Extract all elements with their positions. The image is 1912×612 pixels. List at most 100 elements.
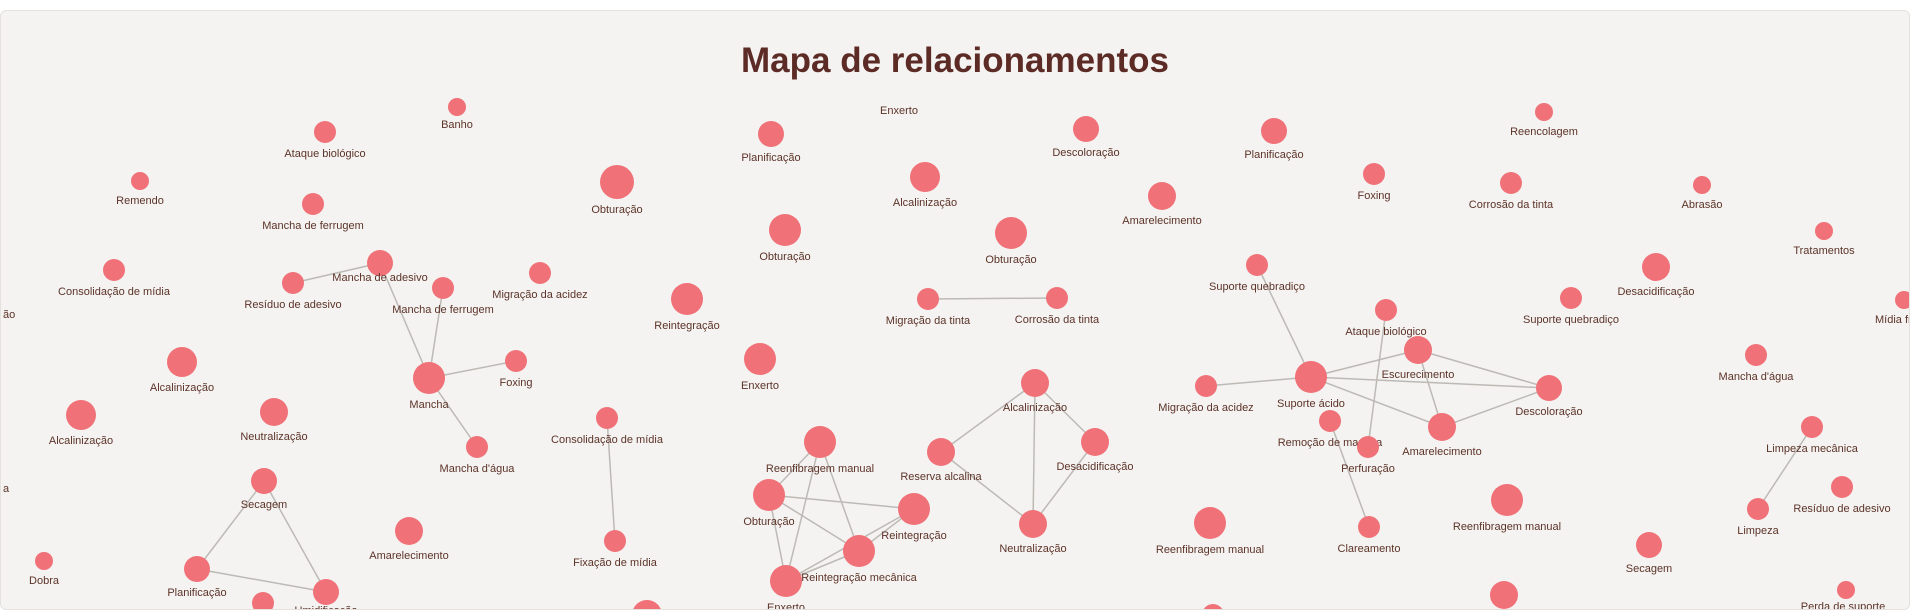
node-migacidez1[interactable]: Migração da acidez: [492, 262, 588, 301]
node-escurec[interactable]: Escurecimento: [1382, 336, 1455, 381]
node-circle[interactable]: [184, 556, 210, 582]
node-alcal4[interactable]: Alcalinização: [1003, 369, 1067, 414]
node-circle[interactable]: [1073, 116, 1099, 142]
node-reencol[interactable]: Reencolagem: [1510, 103, 1578, 138]
node-circle[interactable]: [1357, 436, 1379, 458]
node-circle[interactable]: [600, 165, 634, 199]
node-circle[interactable]: [1831, 476, 1853, 498]
node-foxing2[interactable]: Foxing: [1357, 163, 1391, 202]
node-circle[interactable]: [744, 343, 776, 375]
node-migacidez2[interactable]: Migração da acidez: [1158, 375, 1254, 414]
node-circle[interactable]: [1194, 507, 1226, 539]
node-consmidia1[interactable]: Consolidação de mídia: [58, 259, 171, 298]
node-circle[interactable]: [1491, 484, 1523, 516]
node-cut_a[interactable]: a: [3, 483, 10, 495]
node-suporte_q1[interactable]: Suporte quebradiço: [1209, 254, 1305, 293]
node-circle[interactable]: [604, 530, 626, 552]
node-circle[interactable]: [1363, 163, 1385, 185]
node-circle[interactable]: [1148, 182, 1176, 210]
node-circle[interactable]: [843, 535, 875, 567]
node-circle[interactable]: [313, 579, 339, 605]
node-circle[interactable]: [413, 362, 445, 394]
node-circle[interactable]: [1490, 581, 1518, 609]
node-mancha_adesivo[interactable]: Mancha de adesivo: [332, 250, 428, 284]
node-reenfib1[interactable]: Reenfibragem manual: [766, 426, 874, 475]
node-reint_mec[interactable]: Reintegração mecânica: [801, 535, 918, 584]
node-circle[interactable]: [769, 214, 801, 246]
node-bottom1[interactable]: [252, 592, 274, 610]
node-alcal2[interactable]: Alcalinização: [49, 400, 113, 447]
node-umidif[interactable]: Umidificação: [295, 579, 358, 610]
node-circle[interactable]: [758, 121, 784, 147]
node-amarel2[interactable]: Amarelecimento: [1122, 182, 1202, 227]
node-banho[interactable]: Banho: [441, 98, 473, 131]
node-circle[interactable]: [103, 259, 125, 281]
node-midia_fr[interactable]: Mídia fr: [1875, 291, 1910, 326]
node-circle[interactable]: [252, 592, 274, 610]
node-neutral2[interactable]: Neutralização: [999, 510, 1067, 555]
node-circle[interactable]: [995, 217, 1027, 249]
node-descolor1[interactable]: Descoloração: [1052, 116, 1120, 159]
node-remocao[interactable]: Remoção de mancha: [1278, 410, 1383, 449]
node-mancha_agua2[interactable]: Mancha d'água: [1719, 344, 1795, 383]
node-circle[interactable]: [1636, 532, 1662, 558]
node-corrtinta1[interactable]: Corrosão da tinta: [1015, 287, 1100, 326]
node-circle[interactable]: [596, 407, 618, 429]
node-circle[interactable]: [632, 600, 662, 610]
node-bottom4[interactable]: [1490, 581, 1518, 609]
node-circle[interactable]: [1745, 344, 1767, 366]
node-enxerto1[interactable]: Enxerto: [741, 343, 779, 392]
node-circle[interactable]: [1747, 498, 1769, 520]
node-enxerto_top[interactable]: Enxerto: [880, 105, 918, 117]
node-circle[interactable]: [432, 277, 454, 299]
node-planif3[interactable]: Planificação: [1244, 118, 1304, 161]
node-limp_mec[interactable]: Limpeza mecânica: [1766, 416, 1859, 455]
node-claream[interactable]: Clareamento: [1338, 516, 1401, 555]
node-circle[interactable]: [1500, 172, 1522, 194]
node-circle[interactable]: [131, 172, 149, 190]
node-residuo1[interactable]: Resíduo de adesivo: [244, 272, 342, 311]
node-cut_ao[interactable]: ão: [3, 309, 15, 321]
node-alcal3[interactable]: Alcalinização: [893, 162, 957, 209]
node-circle[interactable]: [66, 400, 96, 430]
node-suporte_acido[interactable]: Suporte ácido: [1277, 361, 1345, 410]
node-fixmidia[interactable]: Fixação de mídia: [573, 530, 658, 569]
node-obtur3[interactable]: Obturação: [985, 217, 1037, 266]
node-circle[interactable]: [1815, 222, 1833, 240]
node-tratam[interactable]: Tratamentos: [1793, 222, 1855, 257]
node-limpeza[interactable]: Limpeza: [1737, 498, 1780, 537]
node-circle[interactable]: [804, 426, 836, 458]
node-circle[interactable]: [1358, 516, 1380, 538]
node-circle[interactable]: [1046, 287, 1068, 309]
node-circle[interactable]: [395, 517, 423, 545]
node-planif2[interactable]: Planificação: [741, 121, 801, 164]
node-circle[interactable]: [282, 272, 304, 294]
node-secagem2[interactable]: Secagem: [1626, 532, 1672, 575]
node-circle[interactable]: [1195, 375, 1217, 397]
node-circle[interactable]: [35, 552, 53, 570]
node-circle[interactable]: [302, 193, 324, 215]
relationship-graph[interactable]: Banho Ataque biológico Remendo Mancha de fe…: [1, 11, 1910, 610]
node-circle[interactable]: [910, 162, 940, 192]
node-circle[interactable]: [1693, 176, 1711, 194]
node-circle[interactable]: [1642, 253, 1670, 281]
node-mancha[interactable]: Mancha: [409, 362, 449, 411]
node-residuo2[interactable]: Resíduo de adesivo: [1793, 476, 1891, 515]
node-ferrugem1[interactable]: Mancha de ferrugem: [262, 193, 364, 232]
node-circle[interactable]: [260, 398, 288, 426]
node-suporte_q2[interactable]: Suporte quebradiço: [1523, 287, 1619, 326]
node-mancha_agua1[interactable]: Mancha d'água: [440, 436, 516, 475]
node-circle[interactable]: [466, 436, 488, 458]
node-reintegr1[interactable]: Reintegração: [654, 283, 720, 332]
node-circle[interactable]: [167, 347, 197, 377]
node-obtur4[interactable]: Obturação: [743, 479, 795, 528]
node-ataque1[interactable]: Ataque biológico: [284, 121, 366, 160]
node-circle[interactable]: [448, 98, 466, 116]
node-foxing1[interactable]: Foxing: [499, 350, 533, 389]
node-migtinta[interactable]: Migração da tinta: [886, 288, 971, 327]
node-circle[interactable]: [1261, 118, 1287, 144]
node-circle[interactable]: [1295, 361, 1327, 393]
node-circle[interactable]: [1404, 336, 1432, 364]
node-alcal1[interactable]: Alcalinização: [150, 347, 214, 394]
node-circle[interactable]: [1019, 510, 1047, 538]
